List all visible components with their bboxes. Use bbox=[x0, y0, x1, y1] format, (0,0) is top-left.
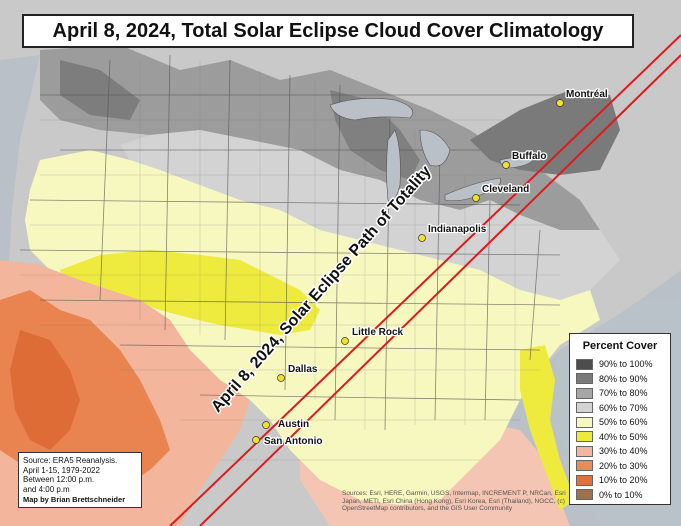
cover-band-80-90-ne bbox=[470, 90, 620, 175]
legend-item: 80% to 90% bbox=[576, 372, 664, 387]
city-marker-icon bbox=[277, 374, 285, 382]
cover-band-40-50 bbox=[60, 250, 320, 335]
legend-item: 40% to 50% bbox=[576, 430, 664, 445]
city-montreal[interactable]: Montréal bbox=[556, 88, 609, 107]
map-title: April 8, 2024, Total Solar Eclipse Cloud… bbox=[22, 14, 634, 48]
legend-swatch bbox=[576, 416, 593, 428]
totality-path-south bbox=[199, 54, 681, 526]
legend-swatch bbox=[576, 431, 593, 443]
city-cleveland[interactable]: Cleveland bbox=[472, 183, 531, 202]
source-line: Between 12:00 p.m. bbox=[23, 475, 95, 484]
legend-item: 10% to 20% bbox=[576, 473, 664, 488]
county-borders bbox=[20, 60, 560, 461]
legend-item: 90% to 100% bbox=[576, 357, 664, 372]
city-indianapolis[interactable]: Indianapolis bbox=[418, 223, 488, 242]
city-buffalo[interactable]: Buffalo bbox=[502, 150, 548, 169]
legend-label: 0% to 10% bbox=[599, 489, 643, 500]
legend-swatch bbox=[576, 460, 593, 472]
cover-band-40-50-east bbox=[520, 345, 575, 510]
legend-rows: 90% to 100% 80% to 90% 70% to 80% 60% to 70… bbox=[576, 357, 664, 502]
legend-label: 90% to 100% bbox=[599, 359, 653, 370]
city-label: Dallas bbox=[288, 364, 318, 375]
legend-swatch bbox=[576, 358, 593, 370]
city-label: Cleveland bbox=[482, 184, 529, 195]
legend-label: 70% to 80% bbox=[599, 388, 648, 399]
source-box: Source: ERA5 Reanalysis. April 1-15, 197… bbox=[18, 452, 142, 508]
basemap-credits: Sources: Esri, HERE, Garmin, USGS, Inter… bbox=[342, 490, 566, 512]
legend-label: 40% to 50% bbox=[599, 431, 648, 442]
legend: Percent Cover 90% to 100% 80% to 90% 70% t… bbox=[569, 333, 671, 505]
great-lakes bbox=[329, 98, 536, 202]
city-austin[interactable]: Austin bbox=[262, 418, 310, 431]
ocean-west bbox=[0, 55, 40, 290]
legend-title: Percent Cover bbox=[582, 340, 658, 352]
map-author: Map by Brian Brettschneider bbox=[23, 495, 126, 504]
city-label: San Antonio bbox=[264, 436, 323, 447]
legend-swatch bbox=[576, 474, 593, 486]
totality-path-north bbox=[169, 34, 681, 526]
city-label: Little Rock bbox=[352, 327, 404, 338]
legend-label: 80% to 90% bbox=[599, 373, 648, 384]
lake-erie bbox=[444, 177, 502, 202]
legend-swatch bbox=[576, 373, 593, 385]
source-line: and 4:00 p.m bbox=[23, 484, 70, 494]
cover-band-50-60 bbox=[25, 150, 600, 505]
city-label: Indianapolis bbox=[428, 224, 487, 235]
city-marker-icon bbox=[472, 194, 480, 202]
cover-band-80-90 bbox=[60, 60, 140, 120]
lake-huron bbox=[419, 129, 451, 167]
legend-item: 20% to 30% bbox=[576, 459, 664, 474]
city-marker-icon bbox=[502, 161, 510, 169]
city-markers: Montréal Buffalo Cleveland Indianapolis … bbox=[252, 88, 609, 448]
cover-band-10-20 bbox=[10, 330, 80, 450]
legend-label: 10% to 20% bbox=[599, 475, 648, 486]
city-marker-icon bbox=[556, 99, 564, 107]
legend-item: 30% to 40% bbox=[576, 444, 664, 459]
city-san-antonio[interactable]: San Antonio bbox=[252, 435, 324, 448]
legend-swatch bbox=[576, 489, 593, 501]
legend-label: 20% to 30% bbox=[599, 460, 648, 471]
state-borders bbox=[19, 54, 561, 431]
legend-label: 30% to 40% bbox=[599, 446, 648, 457]
lake-michigan bbox=[386, 129, 401, 202]
cover-band-60-70 bbox=[120, 130, 620, 300]
legend-item: 70% to 80% bbox=[576, 386, 664, 401]
legend-item: 50% to 60% bbox=[576, 415, 664, 430]
city-little-rock[interactable]: Little Rock bbox=[341, 326, 405, 345]
cover-band-70-80 bbox=[40, 45, 600, 230]
city-label: Montréal bbox=[566, 89, 608, 100]
city-dallas[interactable]: Dallas bbox=[277, 363, 319, 382]
legend-item: 60% to 70% bbox=[576, 401, 664, 416]
city-marker-icon bbox=[341, 337, 349, 345]
city-marker-icon bbox=[262, 421, 270, 429]
city-marker-icon bbox=[252, 436, 260, 444]
source-line: Source: ERA5 Reanalysis. bbox=[23, 456, 118, 465]
legend-swatch bbox=[576, 387, 593, 399]
legend-item: 0% to 10% bbox=[576, 488, 664, 503]
legend-label: 60% to 70% bbox=[599, 402, 648, 413]
city-marker-icon bbox=[418, 234, 426, 242]
lake-superior bbox=[329, 98, 414, 121]
city-label: Austin bbox=[278, 419, 309, 430]
city-label: Buffalo bbox=[512, 151, 546, 162]
legend-swatch bbox=[576, 445, 593, 457]
legend-swatch bbox=[576, 402, 593, 414]
source-line: April 1-15, 1979-2022 bbox=[23, 465, 100, 475]
legend-label: 50% to 60% bbox=[599, 417, 648, 428]
